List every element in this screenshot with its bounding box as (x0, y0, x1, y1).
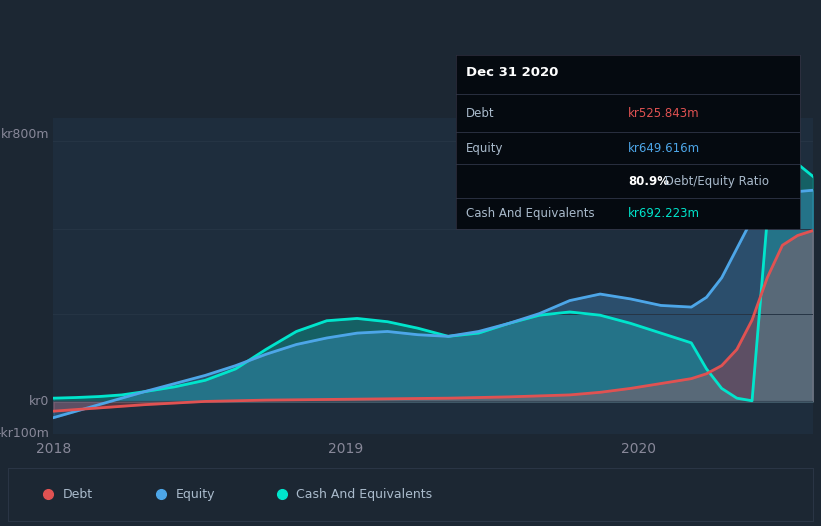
Text: Equity: Equity (466, 141, 503, 155)
Text: kr692.223m: kr692.223m (628, 207, 700, 220)
Text: -kr100m: -kr100m (0, 428, 49, 440)
Text: Cash And Equivalents: Cash And Equivalents (296, 488, 433, 501)
Text: Debt: Debt (63, 488, 93, 501)
Text: Equity: Equity (176, 488, 215, 501)
Text: Debt/Equity Ratio: Debt/Equity Ratio (661, 175, 768, 188)
Text: Cash And Equivalents: Cash And Equivalents (466, 207, 594, 220)
Text: Dec 31 2020: Dec 31 2020 (466, 66, 558, 79)
Text: kr0: kr0 (30, 395, 49, 408)
Text: Debt: Debt (466, 107, 494, 120)
Text: 80.9%: 80.9% (628, 175, 669, 188)
Text: kr525.843m: kr525.843m (628, 107, 699, 120)
Text: kr649.616m: kr649.616m (628, 141, 700, 155)
Text: kr800m: kr800m (1, 128, 49, 141)
